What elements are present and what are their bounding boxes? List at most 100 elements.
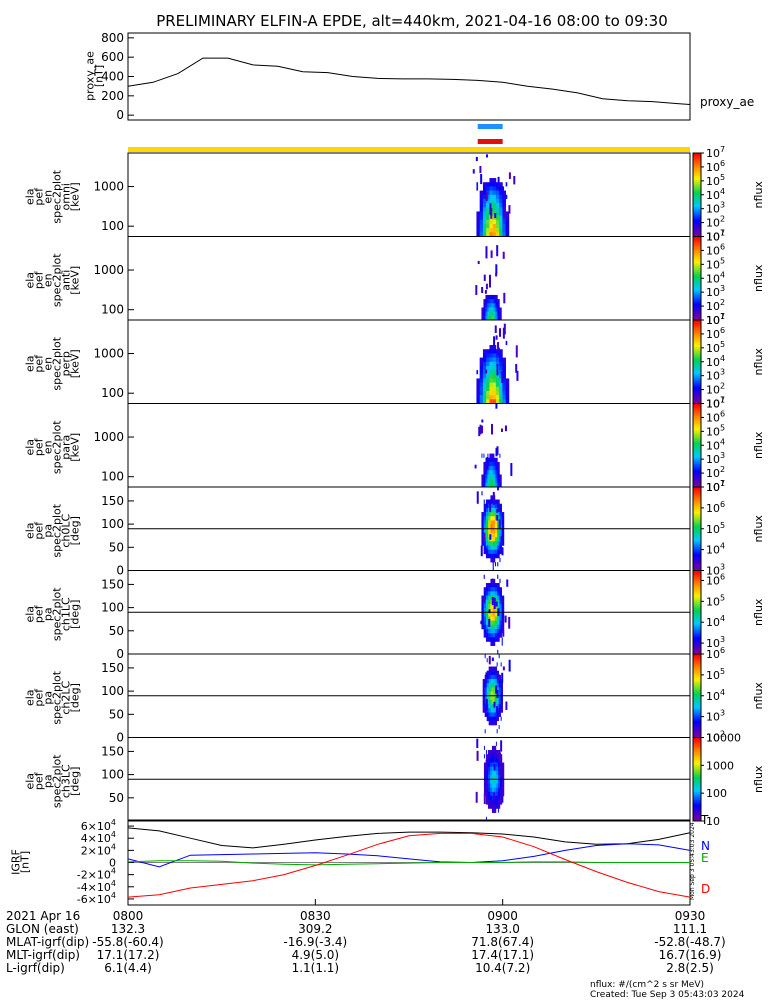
- spectrogram-cell: [493, 307, 496, 312]
- colorbar-segment: [693, 311, 701, 315]
- ylabel-p3-line: ela: [24, 439, 37, 456]
- colorbar-segment: [693, 735, 701, 738]
- spectrogram-cell: [487, 311, 490, 317]
- colorbar-segment: [693, 509, 701, 513]
- spectrogram-cell: [499, 783, 503, 788]
- igrf-series-D: [127, 832, 691, 898]
- spectrogram-cell: [492, 357, 497, 363]
- spectrogram-cell: [499, 532, 502, 538]
- spectrogram-cell: [483, 507, 487, 513]
- ylabel-p1-line: en: [42, 273, 55, 287]
- spectrogram-cell: [493, 294, 496, 300]
- spectrogram-cell: [483, 299, 486, 304]
- spectrogram-cell: [490, 720, 493, 726]
- spectrogram-cell: [490, 628, 493, 634]
- ylabel-proxy-line: [nT]: [93, 65, 106, 87]
- spectrogram-cell: [490, 633, 493, 638]
- spectrogram-cell: [491, 754, 495, 759]
- spectrogram-cell: [479, 374, 484, 379]
- spectrogram-streak: [501, 616, 504, 630]
- spectrogram-cell: [499, 182, 503, 187]
- spectrogram-cell: [492, 516, 496, 521]
- ylabel-p2-line: pef: [33, 354, 46, 373]
- spectrogram-streak: [480, 174, 483, 185]
- igrf-ytick-label: -2×104: [77, 867, 116, 882]
- colorbar-segment: [693, 211, 701, 215]
- spectrogram-cell: [486, 228, 490, 233]
- igrf-ytick-exponent: 4: [111, 818, 116, 827]
- spectrogram-cell: [485, 637, 489, 642]
- colorbar-segment: [693, 447, 701, 450]
- colorbar-segment: [693, 557, 701, 561]
- spectrogram-cell: [488, 516, 491, 521]
- spectrogram-cell: [483, 499, 485, 504]
- spectrogram-cell: [494, 595, 498, 601]
- spectrogram-cell: [483, 478, 486, 484]
- spectrogram-cell: [502, 194, 506, 200]
- spectrogram-cell: [492, 628, 496, 634]
- spectrogram-cell: [499, 795, 503, 801]
- spectrogram-cell: [491, 457, 494, 463]
- spectrogram-streak: [480, 545, 483, 557]
- colorbar-segment: [693, 716, 701, 720]
- spectrogram-cell: [490, 512, 493, 517]
- spectrogram-cell: [499, 207, 503, 212]
- spectrogram-cell: [481, 311, 484, 317]
- spectrogram-cell: [488, 587, 491, 592]
- colorbar-segment: [693, 489, 701, 492]
- spectrogram-cell: [497, 307, 500, 312]
- panel-ytick-label: 100: [101, 517, 124, 531]
- spectrogram-cell: [489, 349, 493, 354]
- spectrogram-cell: [481, 620, 484, 626]
- spectrogram-cell: [484, 654, 486, 659]
- spectrogram-cell: [486, 679, 489, 684]
- colorbar-segment: [693, 808, 701, 812]
- colorbar-segment: [693, 196, 701, 200]
- spectrogram-cell: [486, 215, 490, 221]
- spectrogram-cell: [476, 211, 480, 216]
- spectrogram-cell: [483, 574, 485, 579]
- colorbar-segment: [693, 274, 701, 277]
- spectrogram-cell: [488, 712, 491, 717]
- colorbar-segment: [693, 810, 701, 814]
- spectrogram-cell: [495, 478, 498, 484]
- spectrogram-cell: [487, 457, 490, 463]
- igrf-ytick-label: -4×104: [77, 879, 116, 894]
- panel-ytick-label: 100: [101, 684, 124, 698]
- spectrogram-cell: [499, 541, 502, 546]
- spectrogram-cell: [485, 524, 489, 530]
- spectrogram-cell: [488, 599, 491, 605]
- colorbar-segment: [693, 568, 701, 571]
- spectrogram-cell: [505, 194, 508, 199]
- colorbar-segment: [693, 628, 701, 632]
- colorbar-segment: [693, 693, 701, 697]
- colorbar-segment: [693, 787, 701, 791]
- spectrogram-cell: [488, 528, 491, 534]
- spectrogram-cell: [493, 745, 497, 751]
- spectrogram-cell: [486, 357, 490, 363]
- colorbar-segment: [693, 307, 701, 311]
- colorbar-label: nflux: [752, 682, 765, 710]
- colorbar-segment: [693, 226, 701, 229]
- colorbar-segment: [693, 459, 701, 463]
- colorbar-segment: [693, 645, 701, 649]
- spectrogram-streak: [483, 597, 486, 603]
- spectrogram-cell: [497, 616, 500, 621]
- ylabel-p3-line: spec2plot: [51, 420, 64, 474]
- spectrogram-cell: [492, 524, 496, 530]
- spectrogram-streak: [484, 462, 487, 472]
- colorbar-segment: [693, 608, 701, 611]
- igrf-ytick-exponent: 4: [111, 830, 116, 839]
- colorbar-tick-exponent: 5: [720, 173, 725, 182]
- colorbar-segment: [693, 328, 701, 331]
- spectrogram-cell: [485, 770, 489, 776]
- spectrogram-cell: [502, 232, 506, 237]
- spectrogram-cell: [479, 211, 484, 216]
- units-note: nflux: #/(cm^2 s sr MeV): [590, 980, 704, 990]
- colorbar-segment: [693, 390, 701, 394]
- spectrogram-cell: [497, 770, 501, 776]
- colorbar-tick-exponent: 4: [720, 542, 725, 551]
- colorbar-segment: [693, 789, 701, 793]
- spectrogram-cell: [501, 641, 503, 646]
- spectrogram-cell: [505, 223, 510, 229]
